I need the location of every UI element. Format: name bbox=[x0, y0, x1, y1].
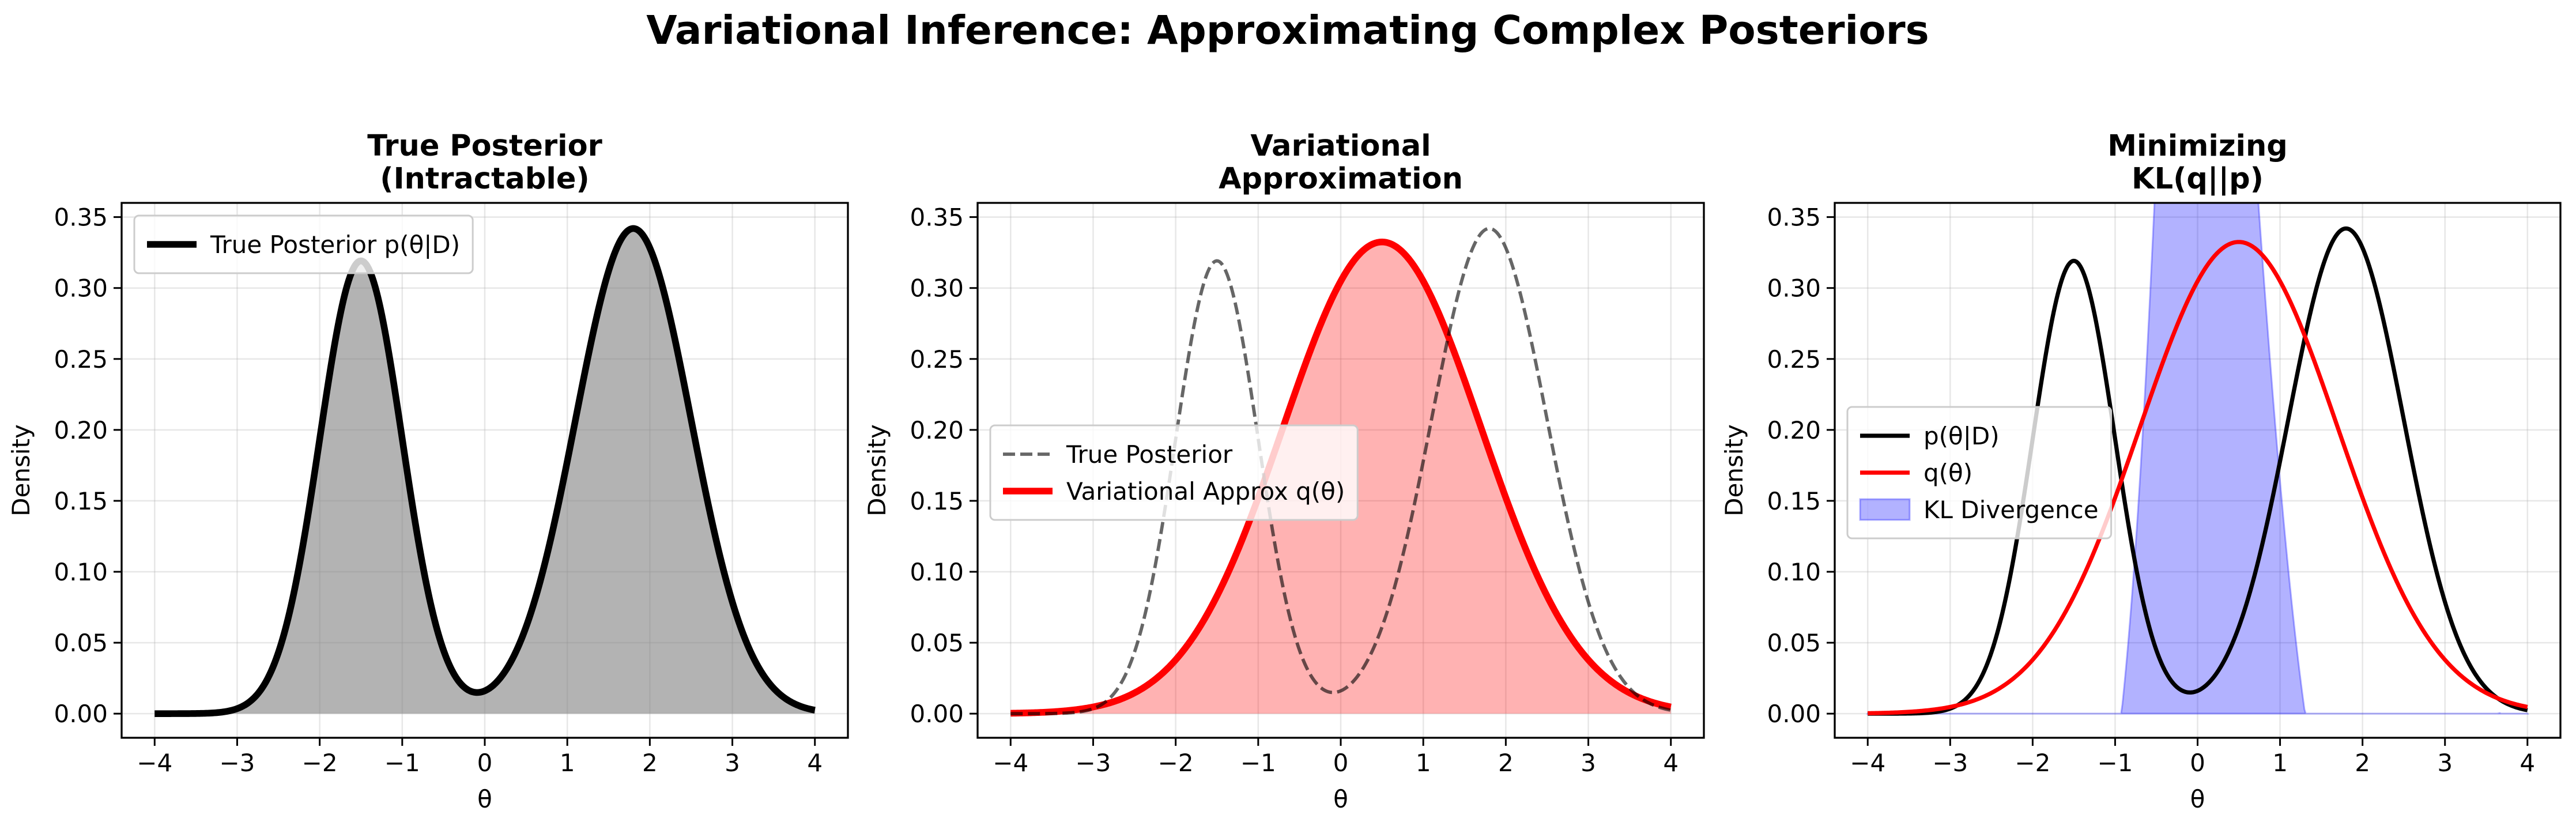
x-tick-label: 0 bbox=[2190, 749, 2205, 777]
y-tick-label: 0.15 bbox=[910, 487, 964, 515]
y-tick-label: 0.10 bbox=[910, 558, 964, 586]
chart-panel-3: −4 −3 −2 −1 0 1 2 3 4 0.00 0.05 0.10 0.15 0.20 0.25 0.3… bbox=[1720, 129, 2562, 813]
y-tick-label: 0.05 bbox=[910, 629, 964, 657]
y-tick-label: 0.10 bbox=[54, 558, 108, 586]
x-tick-label: −1 bbox=[384, 749, 420, 777]
series-fill-1 bbox=[154, 228, 815, 714]
y-axis-label: Density bbox=[1720, 424, 1748, 516]
y-tick-label: 0.35 bbox=[1767, 203, 1821, 232]
x-axis-label: θ bbox=[2190, 785, 2205, 813]
y-tick-label: 0.15 bbox=[54, 487, 108, 515]
legend-box bbox=[989, 424, 1359, 521]
x-tick-label: −2 bbox=[1158, 749, 1194, 777]
y-tick-label: 0.00 bbox=[54, 700, 108, 728]
x-tick-label: 2 bbox=[1498, 749, 1514, 777]
y-tick-label: 0.35 bbox=[54, 203, 108, 232]
legend-label: True Posterior bbox=[1066, 440, 1233, 469]
x-tick-label: 3 bbox=[2437, 749, 2453, 777]
x-tick-label: −1 bbox=[1240, 749, 1276, 777]
x-tick-label: 4 bbox=[1663, 749, 1679, 777]
series-line-2 bbox=[1010, 227, 1672, 716]
x-tick-label: −4 bbox=[993, 749, 1028, 777]
y-tick-label: 0.00 bbox=[1767, 700, 1821, 728]
y-tick-label: 0.10 bbox=[1767, 558, 1821, 586]
chart-panel-1: −4 −3 −2 −1 0 1 2 3 4 0.00 0.05 0.10 0.15 0.20 0.25 0.3… bbox=[7, 129, 849, 813]
x-tick-label: 0 bbox=[1333, 749, 1349, 777]
x-tick-label: −3 bbox=[1932, 749, 1968, 777]
x-tick-label: 1 bbox=[2272, 749, 2288, 777]
series-line-1 bbox=[1008, 239, 1673, 717]
y-tick-label: 0.05 bbox=[54, 629, 108, 657]
y-axis-label: Density bbox=[7, 424, 35, 516]
legend-label: q(θ) bbox=[1923, 459, 1972, 487]
x-tick-label: 2 bbox=[642, 749, 658, 777]
series-kl-divergence-area bbox=[1868, 203, 2528, 715]
series-line-2 bbox=[1866, 226, 2529, 716]
legend-box bbox=[133, 214, 474, 274]
x-tick-label: −3 bbox=[219, 749, 255, 777]
y-tick-label: 0.35 bbox=[910, 203, 964, 232]
chart-panels: −4 −3 −2 −1 0 1 2 3 4 0.00 0.05 0.10 0.15 0.20 0.25 0.3… bbox=[7, 129, 2562, 813]
legend: True Posterior p(θ|D) bbox=[133, 214, 474, 274]
y-tick-label: 0.05 bbox=[1767, 629, 1821, 657]
legend: p(θ|D) q(θ) KL Divergence bbox=[1846, 406, 2113, 540]
legend-label: KL Divergence bbox=[1923, 496, 2099, 524]
x-tick-label: −4 bbox=[137, 749, 172, 777]
panel-title-line-1: Minimizing bbox=[2107, 129, 2288, 163]
series-line-3 bbox=[1866, 240, 2529, 716]
x-tick-label: −2 bbox=[2015, 749, 2050, 777]
x-tick-label: −4 bbox=[1850, 749, 1885, 777]
plot-area bbox=[152, 225, 817, 717]
y-tick-label: 0.25 bbox=[54, 345, 108, 373]
y-tick-label: 0.20 bbox=[910, 416, 964, 444]
x-tick-label: 0 bbox=[477, 749, 493, 777]
figure-suptitle: Variational Inference: Approximating Com… bbox=[646, 7, 1929, 54]
y-tick-label: 0.20 bbox=[54, 416, 108, 444]
x-tick-label: 2 bbox=[2355, 749, 2370, 777]
x-axis-label: θ bbox=[1333, 785, 1348, 813]
legend-label: p(θ|D) bbox=[1923, 422, 2000, 450]
x-tick-label: 1 bbox=[1416, 749, 1431, 777]
y-tick-label: 0.25 bbox=[910, 345, 964, 373]
legend: True Posterior Variational Approx q(θ) bbox=[989, 424, 1359, 521]
x-tick-label: −1 bbox=[2097, 749, 2133, 777]
series-line-1 bbox=[152, 225, 817, 717]
y-tick-label: 0.20 bbox=[1767, 416, 1821, 444]
panel-title-line-1: Variational bbox=[1250, 129, 1431, 163]
y-tick-label: 0.25 bbox=[1767, 345, 1821, 373]
y-tick-label: 0.30 bbox=[54, 274, 108, 303]
x-tick-label: 1 bbox=[560, 749, 575, 777]
y-tick-label: 0.30 bbox=[1767, 274, 1821, 303]
x-tick-label: −2 bbox=[302, 749, 338, 777]
x-tick-label: 4 bbox=[807, 749, 823, 777]
x-tick-label: −3 bbox=[1075, 749, 1111, 777]
plot-area bbox=[1866, 203, 2529, 716]
chart-panel-2: −4 −3 −2 −1 0 1 2 3 4 0.00 0.05 0.10 0.15 0.20 0.25 0.3… bbox=[863, 129, 1705, 813]
panel-title-line-1: True Posterior bbox=[367, 129, 602, 163]
x-tick-label: 4 bbox=[2520, 749, 2535, 777]
panel-title-line-2: KL(q||p) bbox=[2132, 162, 2264, 196]
y-tick-label: 0.15 bbox=[1767, 487, 1821, 515]
y-tick-label: 0.00 bbox=[910, 700, 964, 728]
legend-label: Variational Approx q(θ) bbox=[1066, 477, 1345, 505]
legend-label: True Posterior p(θ|D) bbox=[210, 231, 460, 259]
y-tick-label: 0.30 bbox=[910, 274, 964, 303]
x-tick-label: 3 bbox=[1581, 749, 1596, 777]
legend-box bbox=[1846, 406, 2113, 540]
panel-title-line-2: Approximation bbox=[1219, 162, 1463, 196]
y-axis-label: Density bbox=[863, 424, 891, 516]
x-axis-label: θ bbox=[477, 785, 492, 813]
panel-title-line-2: (Intractable) bbox=[380, 162, 589, 196]
x-tick-label: 3 bbox=[725, 749, 740, 777]
legend-swatch bbox=[1859, 498, 1911, 521]
